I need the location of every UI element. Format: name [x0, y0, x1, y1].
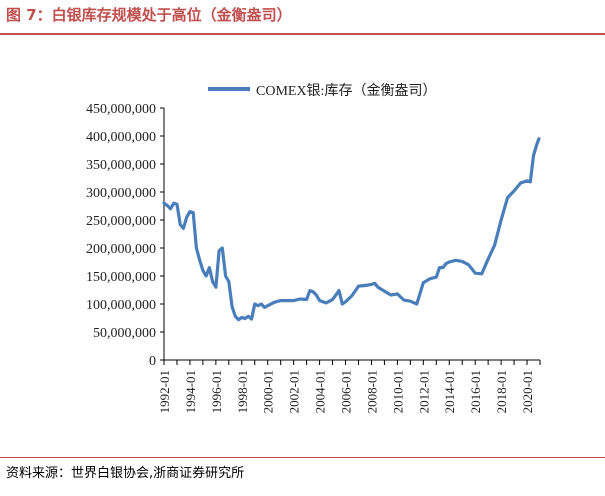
y-axis: 0 50,000,000 100,000,000 150,000,000 200,000…	[86, 102, 165, 369]
source-divider	[0, 457, 605, 458]
y-tick-label: 300,000,000	[86, 186, 156, 201]
y-tick-label: 350,000,000	[86, 158, 156, 173]
x-tick-label: 1996-01	[209, 370, 224, 413]
y-tick-label: 150,000,000	[86, 270, 156, 285]
y-tick-label: 400,000,000	[86, 130, 156, 145]
y-tick-label: 50,000,000	[93, 326, 156, 341]
x-tick-label: 2006-01	[339, 370, 354, 413]
y-tick-label: 200,000,000	[86, 242, 156, 257]
x-tick-label: 1992-01	[157, 370, 172, 413]
y-tick-label: 100,000,000	[86, 298, 156, 313]
x-tick-label: 1994-01	[183, 370, 198, 413]
source-note: 资料来源：世界白银协会,浙商证券研究所	[6, 466, 245, 481]
x-tick-label: 2014-01	[442, 370, 457, 413]
x-tick-label: 2018-01	[494, 370, 509, 413]
x-tick-label: 1998-01	[235, 370, 250, 413]
figure-title: 图 7：白银库存规模处于高位（金衡盎司）	[6, 6, 292, 24]
y-tick-label: 450,000,000	[86, 102, 156, 117]
x-tick-label: 2016-01	[468, 370, 483, 413]
x-tick-label: 2008-01	[364, 370, 379, 413]
legend-label: COMEX银:库存（金衡盎司）	[256, 83, 436, 99]
x-tick-label: 2012-01	[416, 370, 431, 413]
x-tick-label: 2010-01	[390, 370, 405, 413]
x-tick-label: 2020-01	[520, 370, 535, 413]
series-line-comex-silver	[162, 137, 541, 322]
y-tick-label: 0	[149, 354, 156, 369]
x-axis: 1992-01 1994-01 1996-01 1998-01 2000-01 2002-…	[157, 359, 541, 413]
title-divider	[0, 33, 605, 35]
y-tick-label: 250,000,000	[86, 214, 156, 229]
chart-legend: COMEX银:库存（金衡盎司）	[208, 83, 436, 99]
x-tick-label: 2004-01	[313, 370, 328, 413]
x-tick-label: 2000-01	[261, 370, 276, 413]
x-tick-label: 2002-01	[287, 370, 302, 413]
